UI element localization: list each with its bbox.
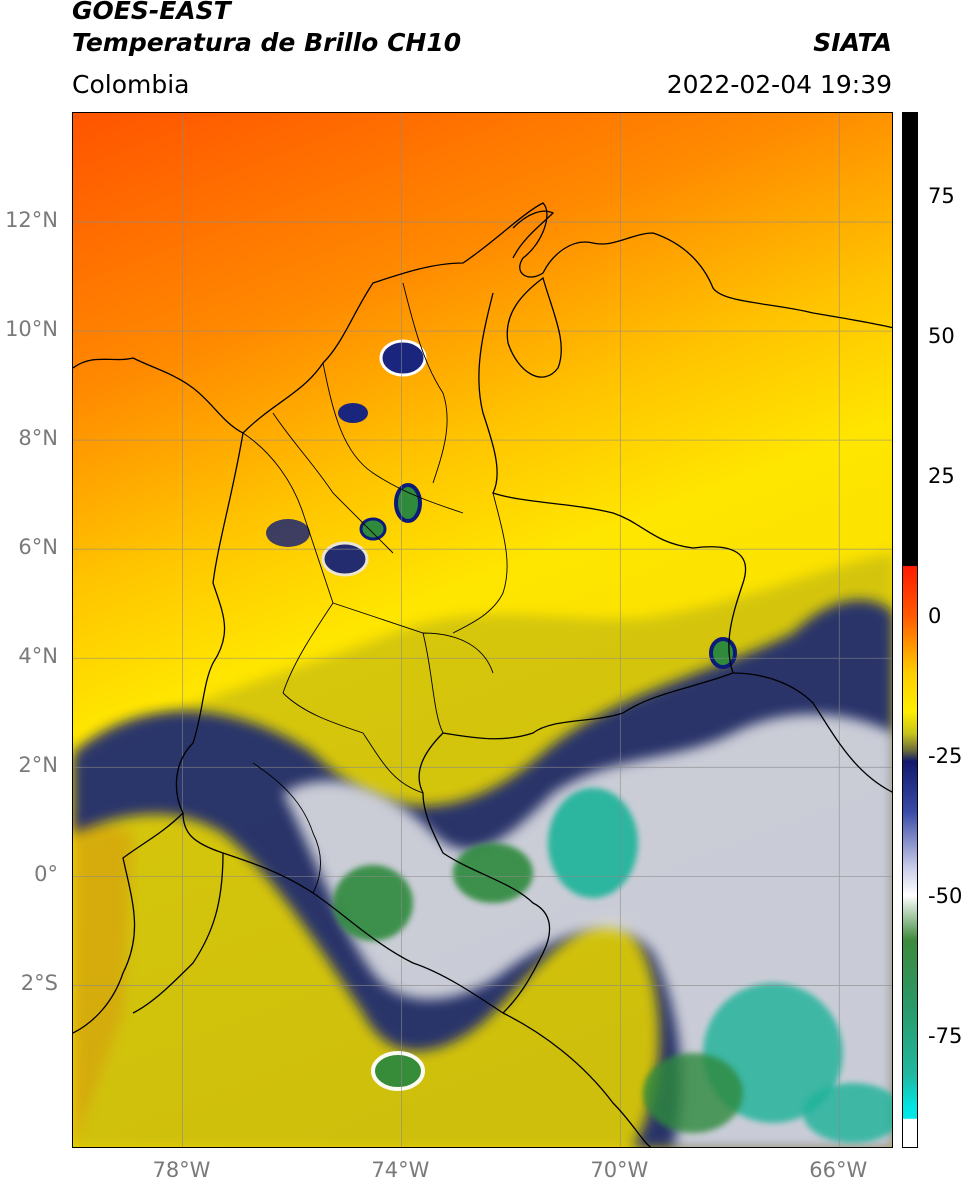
- colombia-venezuela-border: [478, 292, 747, 714]
- lon-tick-label: 70°W: [590, 1158, 649, 1182]
- map-canvas: [73, 113, 892, 1147]
- colombia-peru-border: [312, 892, 504, 1014]
- lat-tick-label: 12°N: [5, 208, 58, 233]
- borders: [73, 202, 892, 1147]
- lat-tick-label: 8°N: [18, 426, 58, 451]
- brazil-venezuela-border: [732, 672, 892, 793]
- colorbar-tick-label: 50: [928, 324, 955, 348]
- cell-north-6: [359, 517, 387, 541]
- core-teal-3: [803, 1083, 892, 1143]
- title-line1: GOES-EAST: [72, 0, 231, 25]
- peru-brazil-border: [502, 1012, 652, 1147]
- cell-north-3: [394, 483, 422, 523]
- lat-tick-label: 0°: [34, 862, 58, 887]
- source-label: SIATA: [813, 28, 892, 57]
- maracaibo-lake: [506, 276, 562, 378]
- datetime-label: 2022-02-04 19:39: [666, 70, 892, 99]
- cell-north-1: [379, 339, 427, 377]
- core-green-3: [643, 1053, 743, 1133]
- lon-tick-label: 74°W: [371, 1158, 430, 1182]
- lat-tick-label: 2°S: [20, 971, 58, 996]
- colorbar-tick-label: 25: [928, 464, 955, 488]
- title-line2: Temperatura de Brillo CH10: [72, 28, 462, 57]
- colorbar-tick-label: -75: [928, 1024, 963, 1048]
- colorbar-tick-label: 75: [928, 184, 955, 208]
- colorbar-tick-label: 0: [928, 604, 942, 628]
- lat-tick-label: 4°N: [18, 644, 58, 669]
- lat-tick-label: 10°N: [5, 317, 58, 342]
- cell-north-5: [321, 541, 369, 577]
- gridlines: [73, 113, 892, 1147]
- cell-north-2: [338, 403, 368, 423]
- lon-tick-label: 78°W: [152, 1158, 211, 1182]
- cell-north-7: [709, 637, 737, 669]
- core-green-1: [333, 865, 413, 941]
- brightness-temperature-map: [72, 112, 893, 1148]
- colombia-brazil-border: [418, 712, 624, 1014]
- la-guajira: [512, 210, 555, 259]
- colorbar-tick-label: -25: [928, 744, 963, 768]
- region-label: Colombia: [72, 70, 190, 99]
- coastline-caribbean: [73, 202, 892, 434]
- lat-tick-label: 2°N: [18, 753, 58, 778]
- colorbar: [902, 112, 918, 1148]
- pacific-coast: [73, 432, 244, 1034]
- core-teal-1: [548, 788, 638, 898]
- lat-tick-label: 6°N: [18, 535, 58, 560]
- lon-tick-label: 66°W: [809, 1158, 868, 1182]
- ecuador-peru-border: [132, 852, 224, 1014]
- internal-boundaries: [242, 282, 508, 894]
- core-green-4: [371, 1051, 425, 1091]
- colorbar-tick-label: -50: [928, 884, 963, 908]
- cell-north-4: [266, 519, 310, 547]
